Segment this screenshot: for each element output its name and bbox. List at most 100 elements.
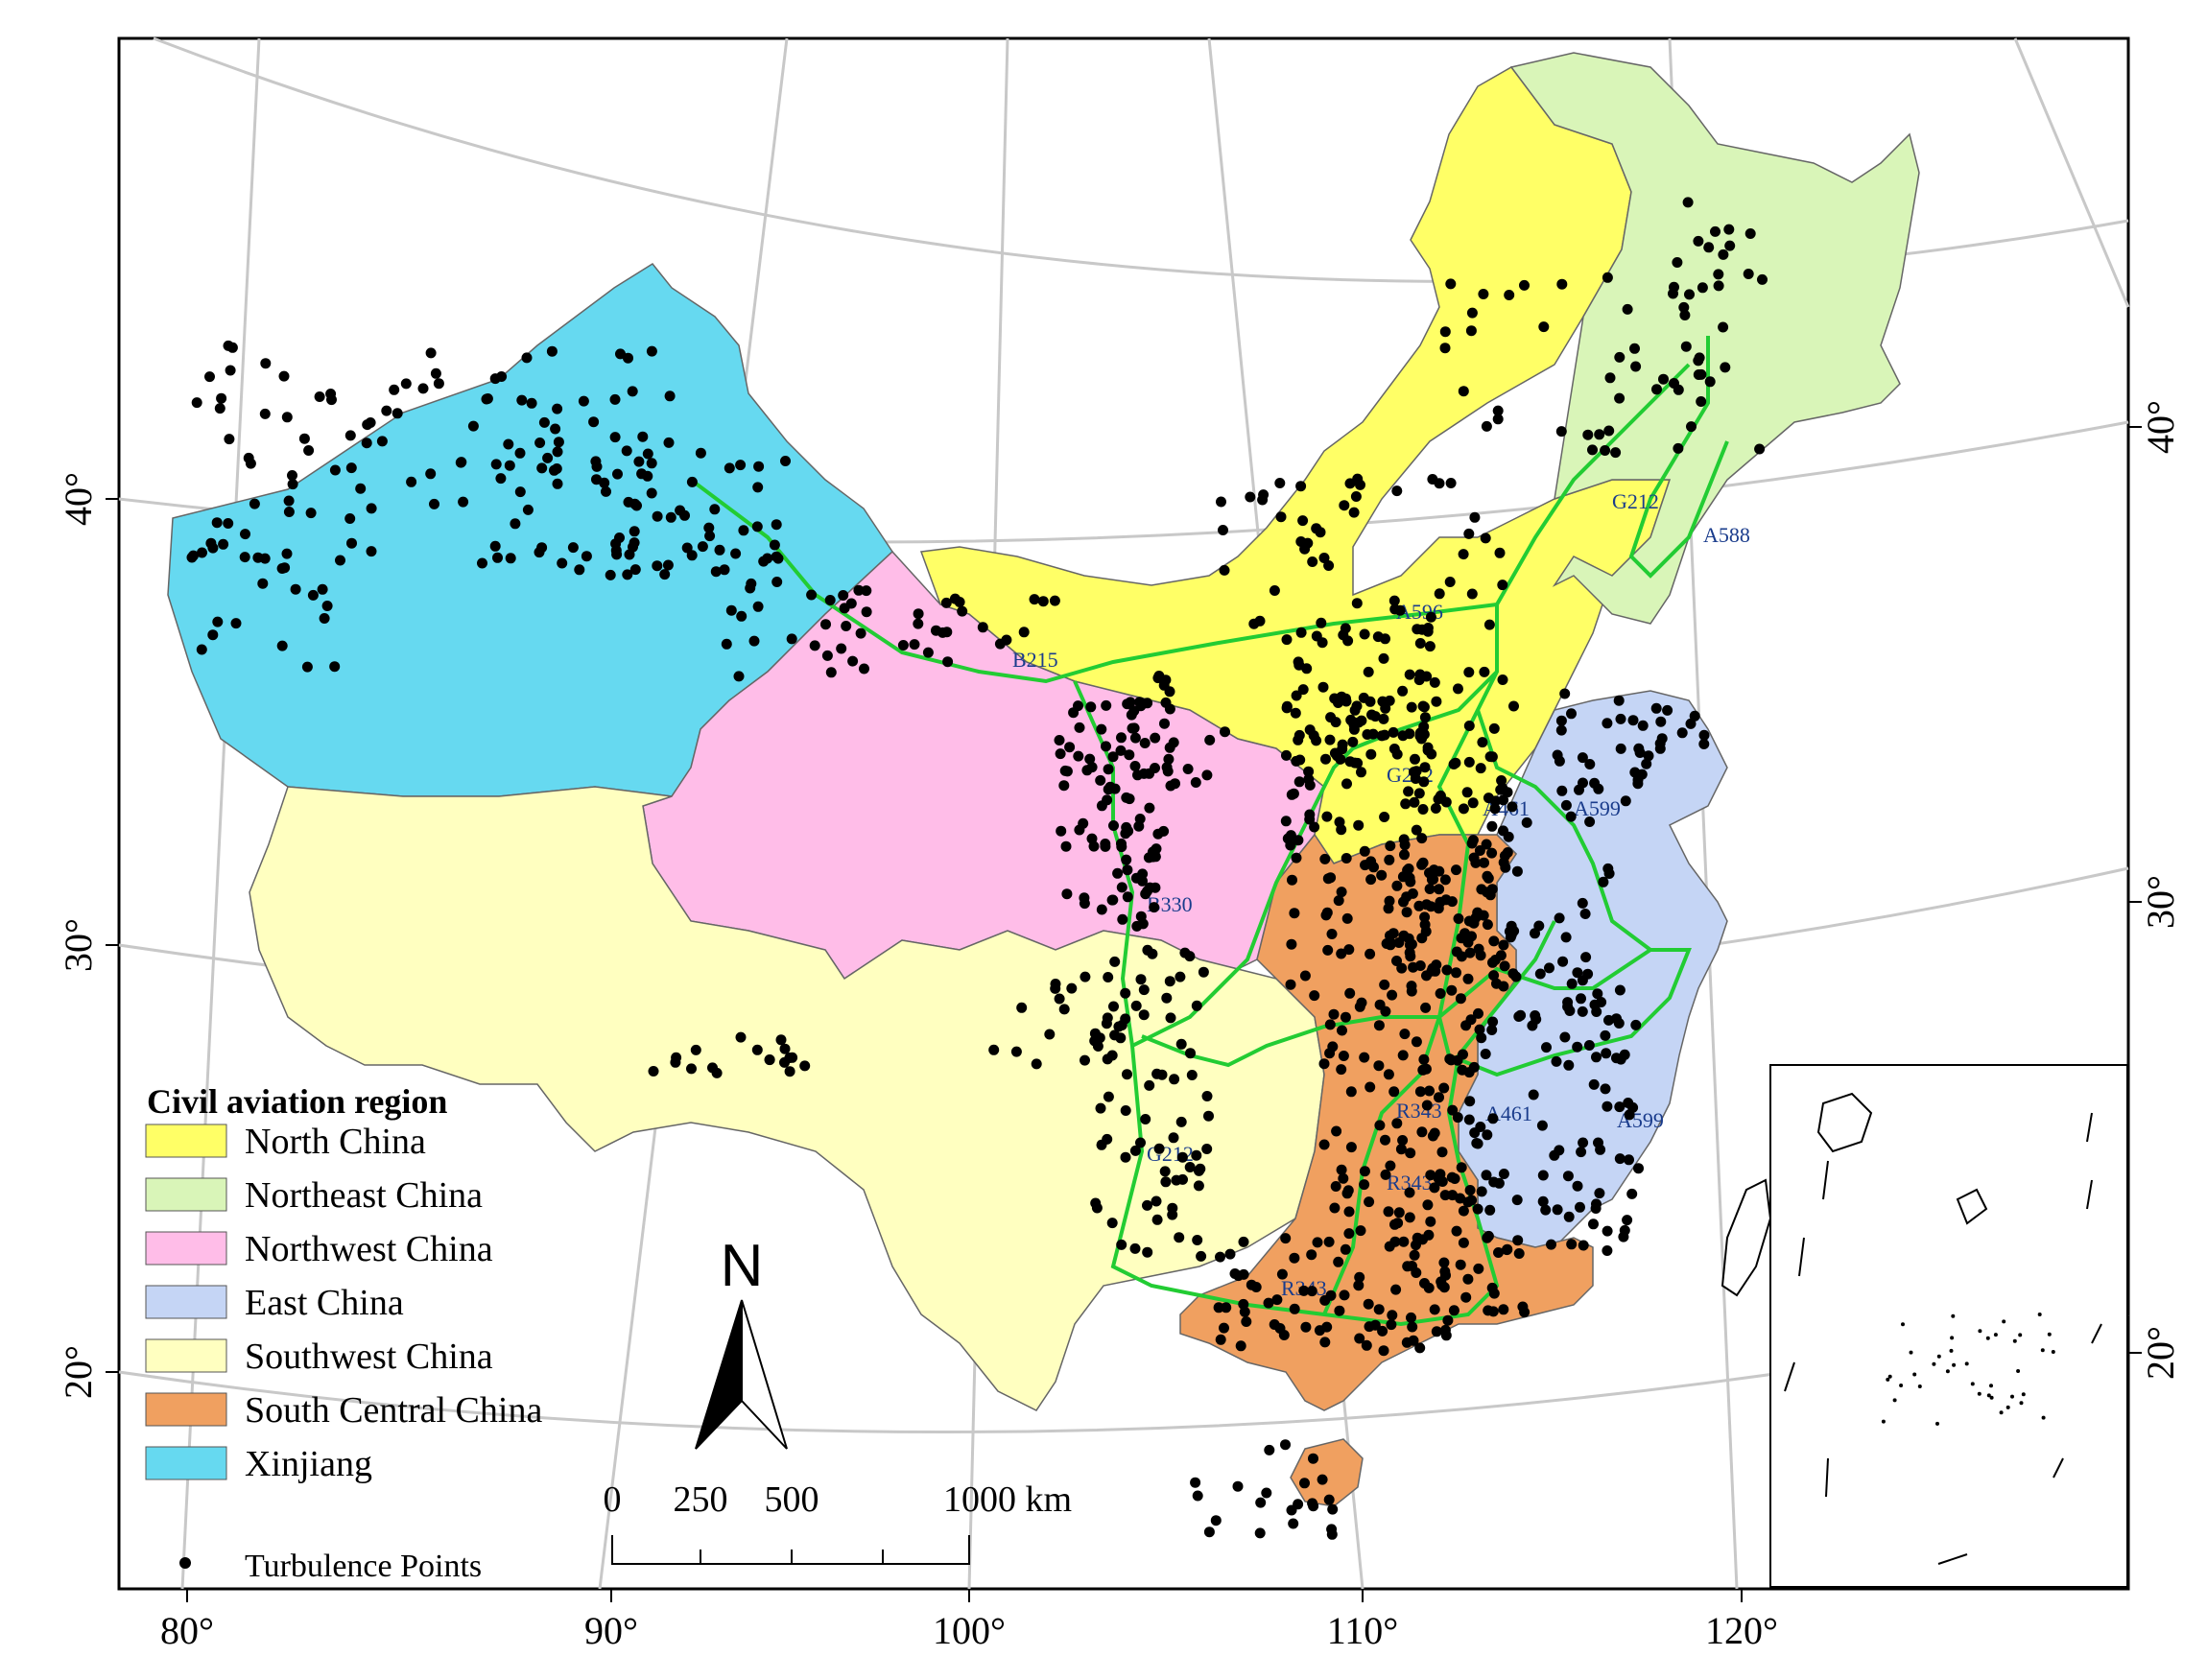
turbulence-point <box>278 370 290 382</box>
turbulence-point <box>1115 745 1127 756</box>
scale-bar: 0 250 500 1000 km <box>604 1479 1072 1565</box>
turbulence-point <box>1140 1114 1151 1124</box>
turbulence-point <box>1434 865 1445 877</box>
turbulence-point <box>1473 1007 1483 1019</box>
turbulence-point <box>609 393 621 405</box>
turbulence-point <box>1482 1129 1493 1141</box>
turbulence-point <box>1448 1305 1459 1316</box>
turbulence-point <box>1376 730 1388 742</box>
turbulence-point <box>769 539 780 551</box>
turbulence-point <box>1293 729 1305 741</box>
turbulence-point <box>1497 782 1508 793</box>
turbulence-point <box>1406 1312 1416 1323</box>
turbulence-point <box>799 1060 811 1072</box>
turbulence-point <box>771 577 783 587</box>
turbulence-point <box>1064 742 1076 753</box>
legend-swatch <box>145 1124 227 1158</box>
turbulence-point <box>1508 700 1519 712</box>
turbulence-point <box>1391 1118 1403 1129</box>
turbulence-point <box>1467 835 1479 846</box>
turbulence-point <box>1356 767 1366 778</box>
turbulence-point <box>1413 900 1425 911</box>
turbulence-point <box>1710 225 1721 237</box>
turbulence-point <box>319 613 330 624</box>
turbulence-point <box>1177 1173 1188 1185</box>
turbulence-point <box>467 420 479 432</box>
turbulence-point <box>1365 1081 1376 1093</box>
turbulence-point <box>329 661 341 673</box>
turbulence-point <box>1102 794 1113 806</box>
turbulence-point <box>738 525 749 536</box>
turbulence-point <box>1458 549 1469 560</box>
turbulence-point <box>1383 903 1394 914</box>
turbulence-point <box>362 419 373 431</box>
turbulence-point <box>1703 242 1715 253</box>
turbulence-point <box>1137 875 1148 887</box>
turbulence-point <box>1060 840 1072 852</box>
turbulence-point <box>1278 1330 1290 1340</box>
turbulence-point <box>1460 1291 1472 1303</box>
turbulence-point <box>1418 1053 1430 1065</box>
turbulence-point <box>913 608 924 620</box>
turbulence-point <box>942 656 954 668</box>
turbulence-point <box>1404 1212 1415 1223</box>
turbulence-point <box>1406 981 1417 992</box>
turbulence-point <box>1488 935 1500 947</box>
turbulence-point <box>1103 972 1114 982</box>
turbulence-point <box>1116 838 1127 849</box>
turbulence-point <box>1445 1054 1457 1066</box>
turbulence-point <box>317 583 328 595</box>
turbulence-point <box>1478 910 1489 921</box>
turbulence-point <box>1587 444 1598 456</box>
turbulence-point <box>1317 1474 1328 1485</box>
turbulence-point <box>633 456 645 467</box>
turbulence-point <box>1397 1050 1409 1061</box>
turbulence-point <box>1602 1225 1613 1237</box>
turbulence-point <box>1419 919 1431 931</box>
turbulence-point <box>1216 496 1226 508</box>
turbulence-point <box>1464 1185 1476 1195</box>
turbulence-point <box>578 395 589 407</box>
turbulence-point <box>1399 849 1410 861</box>
turbulence-point <box>1419 712 1431 723</box>
turbulence-point <box>1416 624 1428 635</box>
turbulence-point <box>1455 993 1466 1005</box>
turbulence-point <box>838 590 849 601</box>
turbulence-point <box>671 1052 682 1063</box>
turbulence-point <box>1463 667 1475 678</box>
route-label: G212 <box>1147 1142 1194 1166</box>
turbulence-point <box>212 616 224 627</box>
region-southwest-china <box>249 786 1325 1411</box>
turbulence-point <box>1613 695 1625 706</box>
turbulence-point <box>1588 1219 1599 1230</box>
route-label: A588 <box>1703 523 1750 547</box>
turbulence-point <box>1307 1498 1318 1509</box>
turbulence-point <box>1341 778 1352 790</box>
turbulence-point <box>1142 1246 1153 1258</box>
inset-island <box>1886 1377 1890 1382</box>
turbulence-point <box>780 456 791 466</box>
turbulence-point <box>859 663 869 674</box>
turbulence-point <box>1463 915 1475 927</box>
turbulence-point <box>1092 1041 1104 1052</box>
turbulence-point <box>1414 638 1426 649</box>
turbulence-point <box>1358 692 1369 703</box>
turbulence-point <box>240 529 250 540</box>
scale-line <box>611 1535 970 1565</box>
turbulence-point <box>1344 987 1356 999</box>
turbulence-point <box>1135 1137 1146 1148</box>
turbulence-point <box>1390 1284 1402 1295</box>
turbulence-point <box>1324 734 1336 745</box>
turbulence-point <box>937 627 948 638</box>
turbulence-point <box>1341 853 1352 864</box>
turbulence-point <box>522 504 534 515</box>
turbulence-point <box>591 461 603 472</box>
turbulence-point <box>786 633 797 645</box>
turbulence-point <box>1309 990 1320 1002</box>
turbulence-point <box>1320 753 1331 765</box>
turbulence-point <box>1193 1180 1204 1192</box>
turbulence-point <box>496 371 508 382</box>
turbulence-point <box>1555 715 1567 726</box>
turbulence-point <box>1245 491 1256 503</box>
turbulence-point <box>1602 1245 1613 1256</box>
